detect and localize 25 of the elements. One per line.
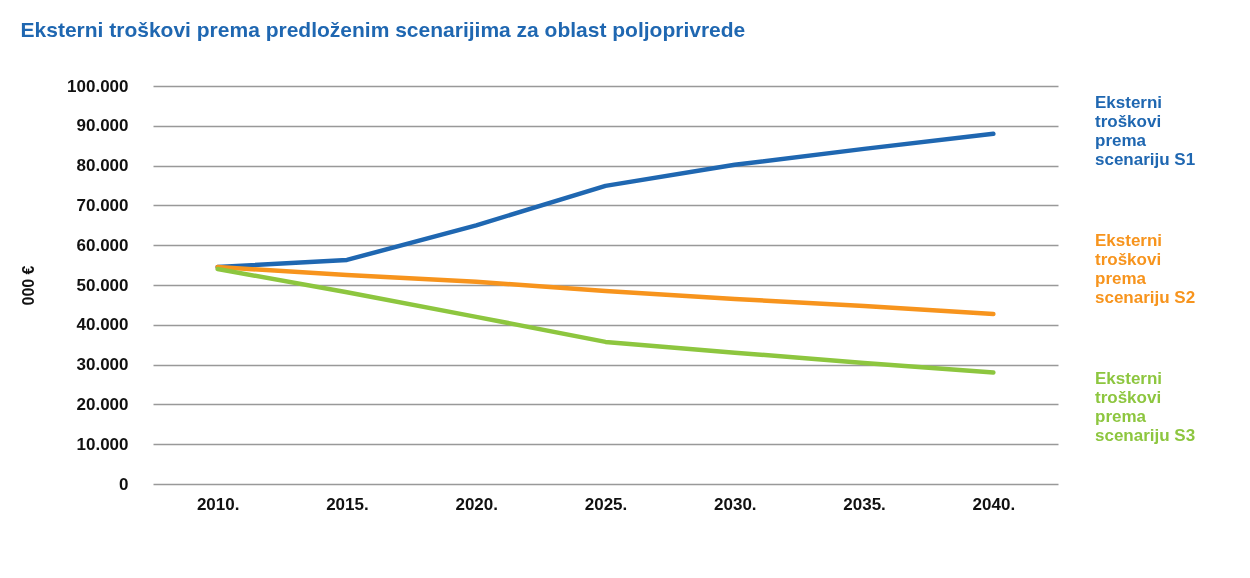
y-axis-title: 000 € (20, 265, 38, 306)
y-tick-label: 50.000 (76, 275, 129, 295)
y-tick-label: 0 (119, 474, 129, 494)
x-tick-label: 2015. (326, 494, 369, 514)
y-tick-label: 40.000 (76, 315, 129, 335)
y-tick-label: 60.000 (76, 235, 129, 255)
line-series (215, 266, 996, 375)
text: Eksterni troškovi prema scenariju S2 (1095, 230, 1196, 307)
y-tick-label: 100.000 (67, 76, 129, 96)
line-series (215, 264, 996, 317)
x-tick-label: 2010. (196, 494, 240, 514)
y-tick-label: 70.000 (76, 195, 129, 215)
y-tick-label: 80.000 (76, 156, 129, 176)
y-tick-label: 20.000 (76, 394, 129, 414)
y-tick-label: 10.000 (76, 434, 129, 454)
chart-title: Eksterni troškovi prema predloženim scenarijima za oblast poljoprivrede (20, 18, 746, 41)
x-tick-label: 2035. (843, 494, 886, 514)
x-tick-label: 2020. (455, 494, 498, 514)
text: Eksterni troškovi prema scenariju S3 (1095, 368, 1196, 445)
x-tick-label: 2040. (972, 494, 1016, 514)
x-tick-label: 2030. (714, 494, 757, 514)
y-tick-label: 30.000 (76, 355, 129, 375)
y-tick-label: 90.000 (76, 116, 129, 136)
x-tick-label: 2025. (584, 494, 628, 514)
text: Eksterni troškovi prema scenariju S1 (1095, 92, 1196, 169)
